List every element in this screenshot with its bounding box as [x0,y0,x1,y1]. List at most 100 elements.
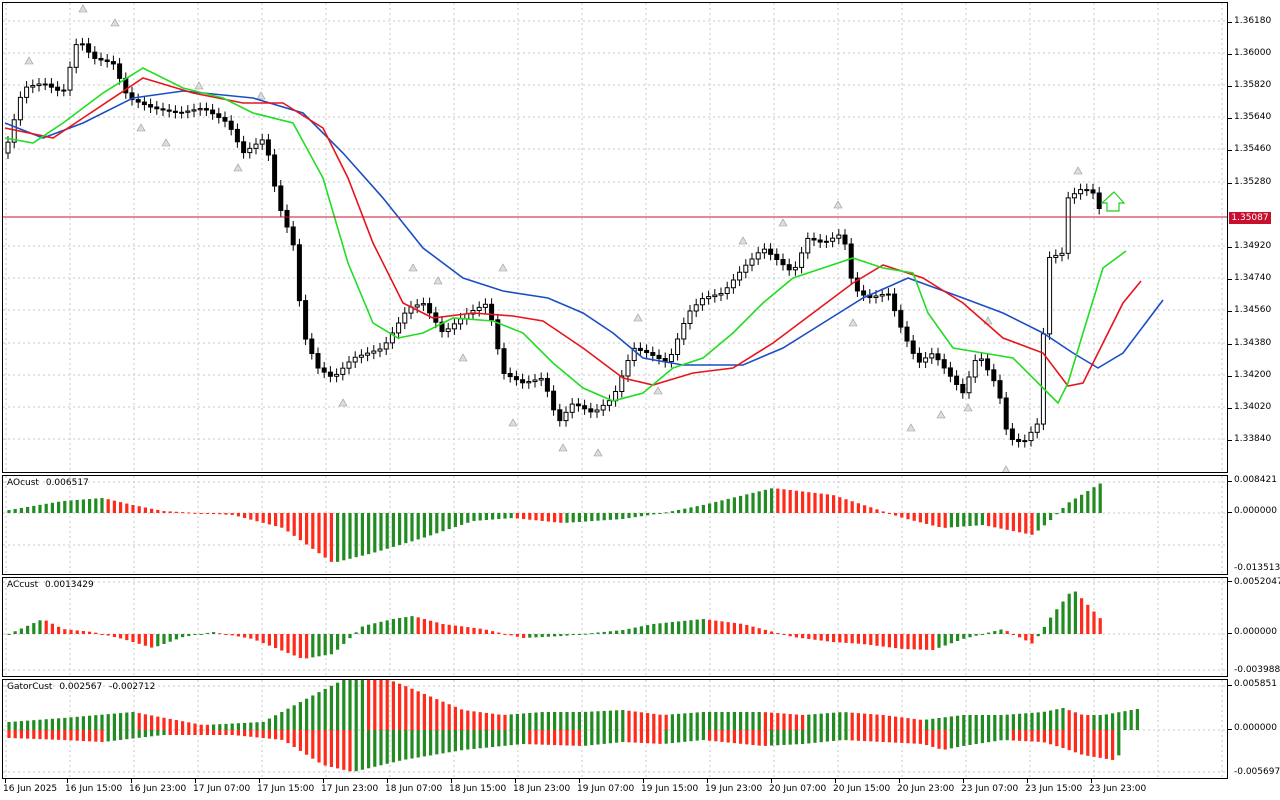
gator-lower-bar [553,730,557,746]
gator-upper-bar [714,712,718,730]
ao-bar [112,500,116,513]
time-tick: 23 Jun 23:00 [1089,784,1147,794]
ao-bar [887,513,891,514]
gator-upper-bar [460,709,464,730]
ac-bar [88,631,92,634]
gator-lower-bar [590,730,594,746]
gator-upper-bar [881,715,885,730]
candle-body [730,279,736,289]
gator-lower-bar [621,730,625,743]
ac-indicator-pane[interactable]: ACcust 0.0013429 [2,577,1228,677]
gator-upper-bar [1024,713,1028,730]
candle-body [358,354,364,358]
gator-upper-bar [999,715,1003,730]
ac-bar [794,634,798,638]
gator-lower-bar [683,730,687,742]
ao-bar [726,498,730,513]
candle-body [160,108,166,111]
gator-lower-bar [323,730,327,766]
gator-lower-bar [249,730,253,737]
gator-upper-bar [1129,710,1133,730]
ac-bar [261,634,265,644]
candle-body [774,253,780,260]
gator-upper-bar [280,711,284,730]
ao-bar [57,501,61,513]
ao-bar [218,513,222,515]
gator-upper-bar [298,702,302,730]
ao-bar [230,513,234,515]
gator-upper-bar [838,712,842,730]
ao-bar [435,513,439,534]
ao-bar [410,513,414,542]
gator-lower-bar [639,730,643,743]
ac-bar [398,618,402,634]
ac-bar [305,634,309,659]
ao-bar [534,513,538,521]
gator-upper-bar [218,724,222,730]
ao-bar [739,495,743,513]
gator-lower-bar [88,730,92,742]
time-tick: 17 Jun 07:00 [193,784,251,794]
candle-body [693,304,699,312]
gator-lower-bar [255,730,259,738]
gator-upper-bar [615,710,619,730]
ao-bar [150,508,154,513]
candle-body [36,83,42,87]
ac-bar [528,634,532,638]
ao-bar [770,488,774,513]
gator-lower-bar [887,730,891,743]
gator-lower-bar [1036,730,1040,742]
gator-lower-bar [460,730,464,751]
gator-upper-bar [850,712,854,730]
ao-bar [509,513,513,519]
candle-body [544,377,550,392]
ac-bar [1092,611,1096,634]
ao-bar [869,507,873,513]
ao-bar [571,513,575,523]
ao-bar [236,513,240,517]
ao-bar [1036,513,1040,531]
candle-body [780,259,786,266]
gator-lower-bar [274,730,278,740]
candle-body [619,375,625,392]
ac-bar [13,631,17,634]
gator-upper-bar [763,712,767,730]
gator-lower-bar [894,730,898,743]
gator-upper-bar [745,712,749,730]
ao-bar [398,513,402,546]
ao-bar [689,507,693,513]
candle-body [414,304,420,308]
candle-body [42,83,48,86]
fractal-arrow-icon [593,448,603,457]
ac-bar [298,634,302,658]
ao-bar [515,513,519,519]
ao-bar [1073,498,1077,513]
ao-indicator-pane[interactable]: AOcust 0.006517 [2,475,1228,575]
gator-indicator-pane[interactable]: GatorCust 0.002567 -0.002712 [2,679,1228,779]
gator-upper-bar [162,717,166,730]
ac-bar [900,634,904,649]
gator-upper-bar [937,718,941,730]
indicator-value: 0.0013429 [45,580,94,590]
gator-upper-bar [1061,708,1065,730]
candle-body [352,356,358,363]
ac-bar [627,628,631,634]
ac-bar [360,626,364,634]
gator-lower-bar [875,730,879,742]
ac-bar [844,634,848,643]
ao-bar [1018,513,1022,533]
gator-upper-bar [329,685,333,730]
ao-bar [119,502,123,513]
gator-lower-bar [174,730,178,735]
gator-lower-bar [1098,730,1102,758]
price-chart-pane[interactable] [2,2,1228,473]
gator-upper-bar [311,695,315,730]
gator-lower-bar [1055,730,1059,747]
gator-upper-bar [807,714,811,730]
ac-bar [776,633,780,635]
candle-body [761,248,767,254]
candle-body [724,287,730,294]
candle-body [557,409,563,422]
ao-scale: 0.008421 0.000000 -0.013513 [1228,475,1280,575]
ao-bar [168,511,172,513]
